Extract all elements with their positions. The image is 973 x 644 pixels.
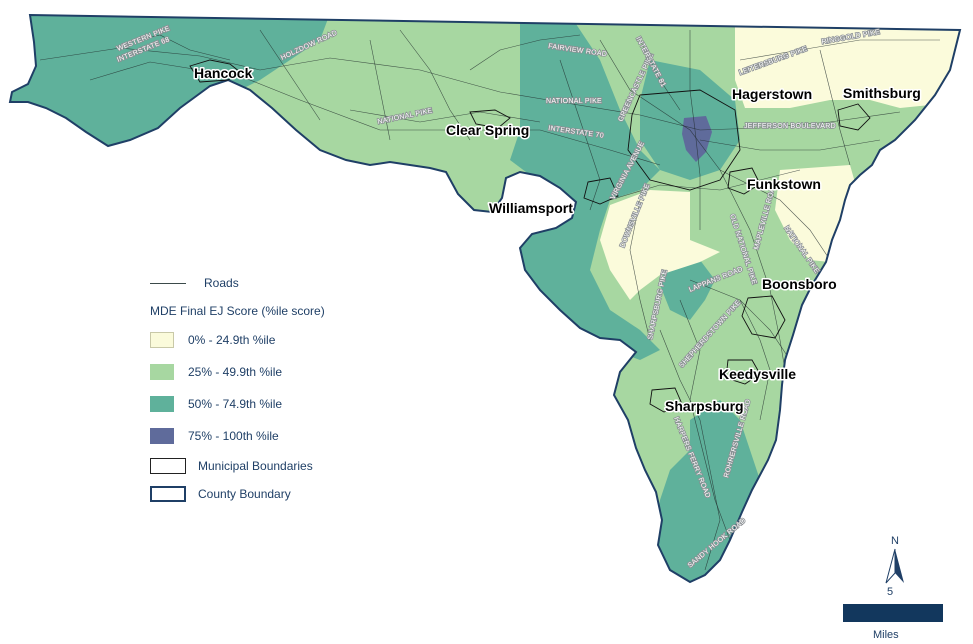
- road-label: NATIONAL PIKE: [546, 98, 602, 105]
- north-arrow: N: [880, 535, 910, 588]
- legend-title-row: MDE Final EJ Score (%ile score): [150, 304, 325, 318]
- legend-class-label: 0% - 24.9th %ile: [188, 333, 276, 347]
- legend-swatch-q3: [150, 396, 174, 412]
- zone-lappans-q3: [660, 255, 715, 320]
- zone-northeast-q1: [735, 20, 960, 108]
- north-letter: N: [891, 535, 899, 547]
- legend-class-label: 25% - 49.9th %ile: [188, 365, 283, 379]
- legend-road-line: [150, 282, 186, 284]
- legend-class-1: 0% - 24.9th %ile: [150, 332, 275, 348]
- legend-roads: Roads: [150, 276, 239, 290]
- town-label-smithsburg: Smithsburg: [843, 85, 921, 101]
- town-label-funkstown: Funkstown: [747, 176, 821, 192]
- legend-municipal-label: Municipal Boundaries: [198, 459, 313, 473]
- town-label-hancock: Hancock: [194, 65, 253, 81]
- legend-swatch-municipal: [150, 458, 186, 474]
- legend-county: County Boundary: [150, 486, 291, 502]
- road-label: JEFFERSON BOULEVARD: [744, 123, 836, 130]
- zone-downsville-q1: [600, 190, 720, 300]
- zone-south-q3: [655, 400, 760, 582]
- legend-swatch-county: [150, 486, 186, 502]
- town-label-hagerstown: Hagerstown: [732, 86, 812, 102]
- town-label-keedysville: Keedysville: [719, 366, 796, 382]
- legend-title: MDE Final EJ Score (%ile score): [150, 304, 325, 318]
- legend-class-label: 50% - 74.9th %ile: [188, 397, 283, 411]
- legend-class-4: 75% - 100th %ile: [150, 428, 279, 444]
- town-label-clear-spring: Clear Spring: [446, 122, 529, 138]
- zone-central-q3: [510, 15, 660, 360]
- town-label-williamsport: Williamsport: [489, 200, 573, 216]
- scale-units: Miles: [873, 629, 899, 641]
- legend-swatch-q2: [150, 364, 174, 380]
- legend-roads-label: Roads: [204, 276, 239, 290]
- legend-swatch-q4: [150, 428, 174, 444]
- town-label-sharpsburg: Sharpsburg: [665, 398, 744, 414]
- north-arrow-icon: [885, 548, 904, 584]
- scale-bar: [843, 604, 943, 622]
- legend-class-label: 75% - 100th %ile: [188, 429, 279, 443]
- legend-swatch-q1: [150, 332, 174, 348]
- roads: [39, 29, 940, 571]
- town-label-boonsboro: Boonsboro: [762, 276, 837, 292]
- scale-value: 5: [887, 586, 894, 598]
- legend-municipal: Municipal Boundaries: [150, 458, 313, 474]
- legend-county-label: County Boundary: [198, 487, 291, 501]
- legend-class-3: 50% - 74.9th %ile: [150, 396, 282, 412]
- zone-west-q3: [10, 15, 335, 150]
- municipal-boundaries: [189, 59, 871, 413]
- legend-class-2: 25% - 49.9th %ile: [150, 364, 282, 380]
- town-labels: Hancock Clear Spring Williamsport Hagers…: [193, 64, 923, 416]
